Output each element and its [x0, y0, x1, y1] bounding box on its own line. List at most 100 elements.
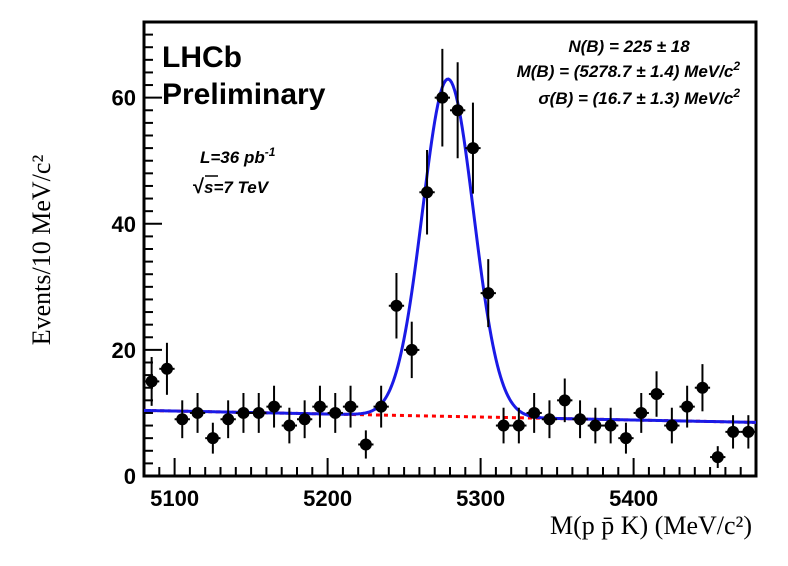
- data-point: [312, 385, 328, 428]
- data-marker: [313, 400, 326, 413]
- fit-mass-label: M(B) = (5278.7 ± 1.4) MeV/c2: [517, 59, 741, 81]
- data-marker: [145, 375, 158, 388]
- fit-mass-text: M(B) = (5278.7 ± 1.4) MeV/c: [517, 62, 734, 81]
- fit-width-label: σ(B) = (16.7 ± 1.3) MeV/c2: [538, 86, 740, 108]
- x-tick-label: 5200: [303, 486, 352, 511]
- data-point: [694, 364, 711, 412]
- data-marker: [405, 343, 418, 356]
- data-marker: [466, 142, 479, 155]
- data-point: [144, 356, 160, 406]
- data-point: [710, 446, 726, 469]
- data-point: [434, 48, 450, 147]
- data-marker: [268, 400, 281, 413]
- data-point: [725, 415, 741, 449]
- y-tick-label: 0: [124, 464, 136, 489]
- experiment-label: LHCb: [162, 41, 242, 74]
- data-marker: [528, 406, 541, 419]
- fit-mass-exponent: 2: [732, 59, 740, 73]
- data-point: [526, 393, 542, 433]
- data-point: [572, 400, 588, 439]
- fit-width-text: σ(B) = (16.7 ± 1.3) MeV/c: [538, 89, 733, 108]
- data-marker: [742, 425, 755, 438]
- data-point: [603, 407, 619, 444]
- data-point: [618, 422, 634, 454]
- data-point: [404, 321, 420, 379]
- data-marker: [436, 91, 449, 104]
- data-marker: [574, 413, 587, 426]
- data-marker: [497, 419, 510, 432]
- data-point: [557, 378, 573, 423]
- data-point: [465, 102, 481, 194]
- data-point: [159, 342, 175, 395]
- data-marker: [451, 104, 464, 117]
- energy-label: √s=7 TeV: [193, 176, 270, 198]
- data-marker: [344, 400, 357, 413]
- data-marker: [512, 419, 525, 432]
- data-marker: [665, 419, 678, 432]
- data-marker: [237, 406, 250, 419]
- data-marker: [283, 419, 296, 432]
- data-point: [419, 149, 435, 235]
- data-marker: [681, 400, 694, 413]
- data-marker: [727, 425, 740, 438]
- data-point: [648, 371, 665, 417]
- fit-width-exponent: 2: [732, 86, 740, 100]
- data-point: [297, 400, 313, 439]
- data-marker: [604, 419, 617, 432]
- x-tick-label: 5100: [150, 486, 199, 511]
- total-fit-curve: [143, 77, 757, 424]
- data-marker: [390, 299, 403, 312]
- axis-ticks: [143, 33, 757, 477]
- data-marker: [482, 287, 495, 300]
- data-point: [266, 385, 282, 428]
- energy-text: s=7 TeV: [204, 178, 270, 197]
- data-points: [144, 48, 756, 469]
- data-marker: [359, 438, 372, 451]
- data-marker: [191, 406, 204, 419]
- data-marker: [650, 388, 663, 401]
- data-marker: [222, 413, 235, 426]
- luminosity-prefix: L=36 pb: [200, 148, 265, 167]
- data-point: [495, 407, 512, 444]
- y-tick-label: 60: [112, 86, 136, 111]
- x-tick-label: 5300: [456, 486, 505, 511]
- data-marker: [206, 432, 219, 445]
- data-marker: [421, 186, 434, 199]
- data-marker: [252, 406, 265, 419]
- data-point: [327, 393, 343, 433]
- data-point: [679, 385, 695, 428]
- data-point: [740, 415, 756, 449]
- data-point: [511, 407, 527, 444]
- x-tick-label: 5400: [609, 486, 658, 511]
- data-point: [373, 385, 389, 428]
- data-marker: [160, 362, 173, 375]
- data-point: [664, 407, 680, 444]
- data-marker: [589, 419, 602, 432]
- data-marker: [375, 400, 388, 413]
- data-point: [281, 407, 297, 444]
- y-tick-label: 20: [112, 338, 136, 363]
- data-point: [450, 62, 466, 159]
- data-marker: [558, 394, 571, 407]
- status-label: Preliminary: [162, 78, 326, 111]
- luminosity-exponent: -1: [265, 145, 276, 159]
- data-marker: [543, 413, 556, 426]
- data-point: [235, 393, 252, 433]
- data-point: [189, 393, 206, 433]
- data-point: [342, 385, 359, 428]
- data-marker: [329, 406, 342, 419]
- data-point: [480, 259, 496, 328]
- data-point: [358, 430, 374, 459]
- data-marker: [635, 406, 648, 419]
- data-point: [205, 422, 221, 454]
- data-point: [633, 393, 649, 433]
- data-marker: [696, 381, 709, 394]
- data-point: [587, 407, 603, 444]
- y-tick-labels: 0 20 40 60: [112, 86, 136, 489]
- data-marker: [298, 413, 311, 426]
- data-point: [220, 400, 236, 439]
- data-point: [541, 400, 558, 439]
- y-tick-label: 40: [112, 212, 136, 237]
- data-point: [251, 393, 267, 433]
